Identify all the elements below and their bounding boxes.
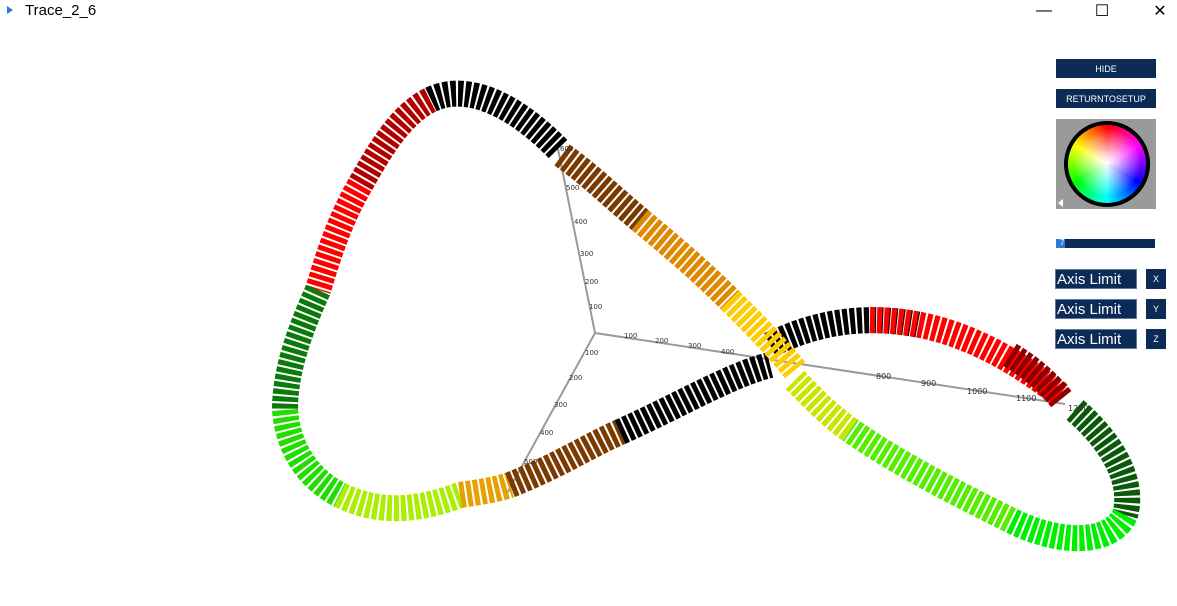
trace-segment xyxy=(720,290,806,379)
z-tick-label: 400 xyxy=(540,429,553,437)
z-tick-label: 500 xyxy=(524,458,537,466)
window-title: Trace_2_6 xyxy=(25,2,97,19)
trace-segment xyxy=(785,370,858,441)
axis-x-button[interactable]: X xyxy=(1146,269,1166,289)
axis-z-button[interactable]: Z xyxy=(1146,329,1166,349)
x-tick-label: 300 xyxy=(688,342,701,350)
trace-ribbon xyxy=(272,80,1141,552)
y-tick-label: 200 xyxy=(585,278,598,286)
trace-segment xyxy=(272,408,347,507)
value-slider[interactable]: 7 xyxy=(1056,238,1155,248)
z-tick-label: 300 xyxy=(554,401,567,409)
trace-segment xyxy=(458,472,515,508)
close-icon: ✕ xyxy=(1153,3,1167,20)
trace-segment xyxy=(334,482,465,522)
x-tick-label: 1200 xyxy=(1068,404,1088,413)
color-wheel-ring xyxy=(1064,121,1150,207)
y-tick-label: 600 xyxy=(560,145,573,153)
title-bar: Trace_2_6 — ☐ ✕ xyxy=(0,0,1177,22)
x-tick-label: 1000 xyxy=(967,387,987,396)
slider-value: 7 xyxy=(1060,238,1065,247)
hide-button[interactable]: HIDE xyxy=(1056,59,1156,78)
axis-limit-z-field[interactable]: Axis Limit xyxy=(1055,329,1137,349)
x-tick-label: 200 xyxy=(655,337,668,345)
close-button[interactable]: ✕ xyxy=(1137,0,1177,22)
x-tick-label: 800 xyxy=(876,372,891,381)
trace-segment xyxy=(1003,343,1073,409)
z-tick-label: 100 xyxy=(585,349,598,357)
color-wheel[interactable] xyxy=(1064,121,1150,207)
y-axis-line xyxy=(557,148,596,334)
x-tick-label: 1100 xyxy=(1016,394,1036,403)
trace-segment xyxy=(1066,400,1141,519)
maximize-icon: ☐ xyxy=(1094,3,1110,20)
minimize-button[interactable]: — xyxy=(1021,0,1067,22)
color-picker[interactable] xyxy=(1056,119,1156,209)
collapse-arrow-icon[interactable] xyxy=(1058,199,1063,207)
maximize-button[interactable]: ☐ xyxy=(1079,0,1125,22)
trace-segment xyxy=(631,210,740,310)
minimize-icon: — xyxy=(1036,2,1052,19)
y-tick-label: 400 xyxy=(574,218,587,226)
trace-segment xyxy=(348,88,437,192)
x-axis-line xyxy=(594,332,1066,405)
trace-segment xyxy=(424,80,568,159)
y-tick-label: 300 xyxy=(580,250,593,258)
y-tick-label: 500 xyxy=(566,184,579,192)
app-icon xyxy=(7,6,13,14)
axis-limit-y-field[interactable]: Axis Limit xyxy=(1055,299,1137,319)
trace-segment xyxy=(554,144,649,230)
trace-segment xyxy=(272,284,330,411)
z-tick-label: 200 xyxy=(569,374,582,382)
y-tick-label: 100 xyxy=(589,303,602,311)
trace-segment xyxy=(614,352,774,444)
trace-segment xyxy=(1004,508,1137,552)
axis-y-button[interactable]: Y xyxy=(1146,299,1166,319)
x-tick-label: 100 xyxy=(624,332,637,340)
return-to-setup-button[interactable]: RETURNTOSETUP xyxy=(1056,89,1156,108)
trace-segment xyxy=(305,178,372,294)
axis-limit-x-field[interactable]: Axis Limit xyxy=(1055,269,1137,289)
x-tick-label: 400 xyxy=(721,348,734,356)
slider-handle[interactable] xyxy=(1056,239,1065,248)
trace-3d-viewport[interactable]: 600 500 400 300 200 100 100 200 300 400 … xyxy=(0,22,1177,606)
trace-segment xyxy=(842,419,1016,532)
trace-segment xyxy=(505,420,626,498)
x-tick-label: 900 xyxy=(921,379,936,388)
z-axis-line xyxy=(504,332,596,498)
